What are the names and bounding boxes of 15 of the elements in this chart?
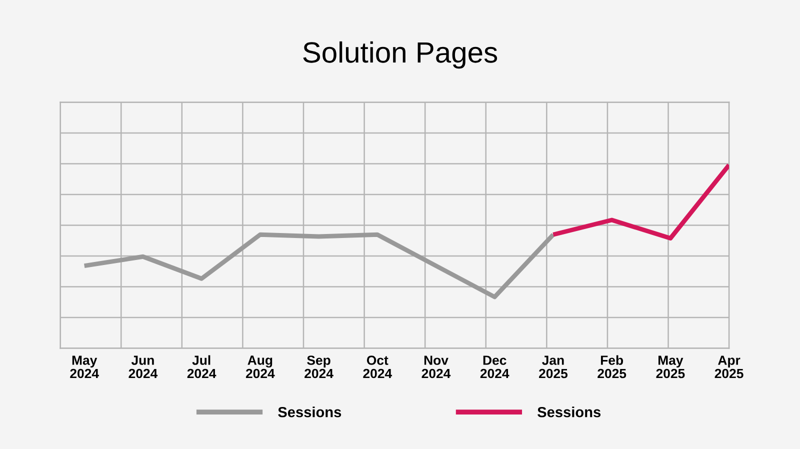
x-tick-label: May 2024 (70, 356, 99, 378)
legend-label: Sessions (278, 406, 342, 418)
x-tick-label: Apr 2025 (714, 356, 744, 378)
x-tick-label: Jul 2024 (187, 355, 216, 378)
x-tick-label: Sep 2024 (304, 356, 334, 378)
x-tick-label: Jan 2025 (539, 356, 568, 378)
x-tick-label: May 2025 (656, 356, 685, 378)
x-tick-label: Jun 2024 (128, 356, 158, 378)
x-tick-label: Oct 2024 (363, 356, 392, 378)
legend-label: Sessions (538, 406, 601, 418)
chart-title: Solution Pages (303, 41, 498, 69)
x-tick-label: Feb 2025 (598, 355, 626, 378)
x-tick-label: Dec 2024 (480, 356, 510, 378)
x-tick-label: Nov 2024 (422, 356, 451, 378)
x-tick-label: Aug 2024 (246, 356, 275, 378)
